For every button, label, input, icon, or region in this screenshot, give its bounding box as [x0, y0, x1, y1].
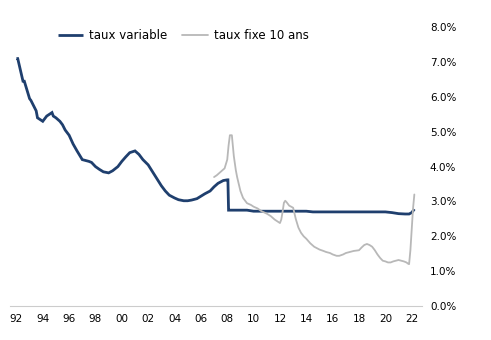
Line: taux fixe 10 ans: taux fixe 10 ans — [214, 135, 414, 264]
taux variable — [13, 56, 19, 61]
taux fixe 10 ans — [351, 249, 356, 253]
taux fixe 10 ans — [334, 254, 340, 258]
taux variable — [389, 210, 395, 215]
taux fixe 10 ans — [227, 133, 233, 137]
taux fixe 10 ans — [238, 189, 244, 193]
Line: taux variable: taux variable — [16, 58, 414, 214]
taux fixe 10 ans — [411, 192, 417, 197]
taux variable — [402, 212, 408, 216]
taux fixe 10 ans — [405, 261, 410, 266]
taux variable — [185, 199, 191, 203]
taux variable — [109, 169, 115, 173]
taux fixe 10 ans — [406, 262, 412, 266]
Legend: taux variable, taux fixe 10 ans: taux variable, taux fixe 10 ans — [53, 24, 313, 47]
taux variable — [411, 207, 417, 211]
taux variable — [123, 155, 129, 159]
taux fixe 10 ans — [282, 199, 288, 203]
taux fixe 10 ans — [361, 243, 367, 247]
taux variable — [106, 171, 111, 175]
taux variable — [59, 123, 65, 127]
taux fixe 10 ans — [211, 175, 217, 179]
